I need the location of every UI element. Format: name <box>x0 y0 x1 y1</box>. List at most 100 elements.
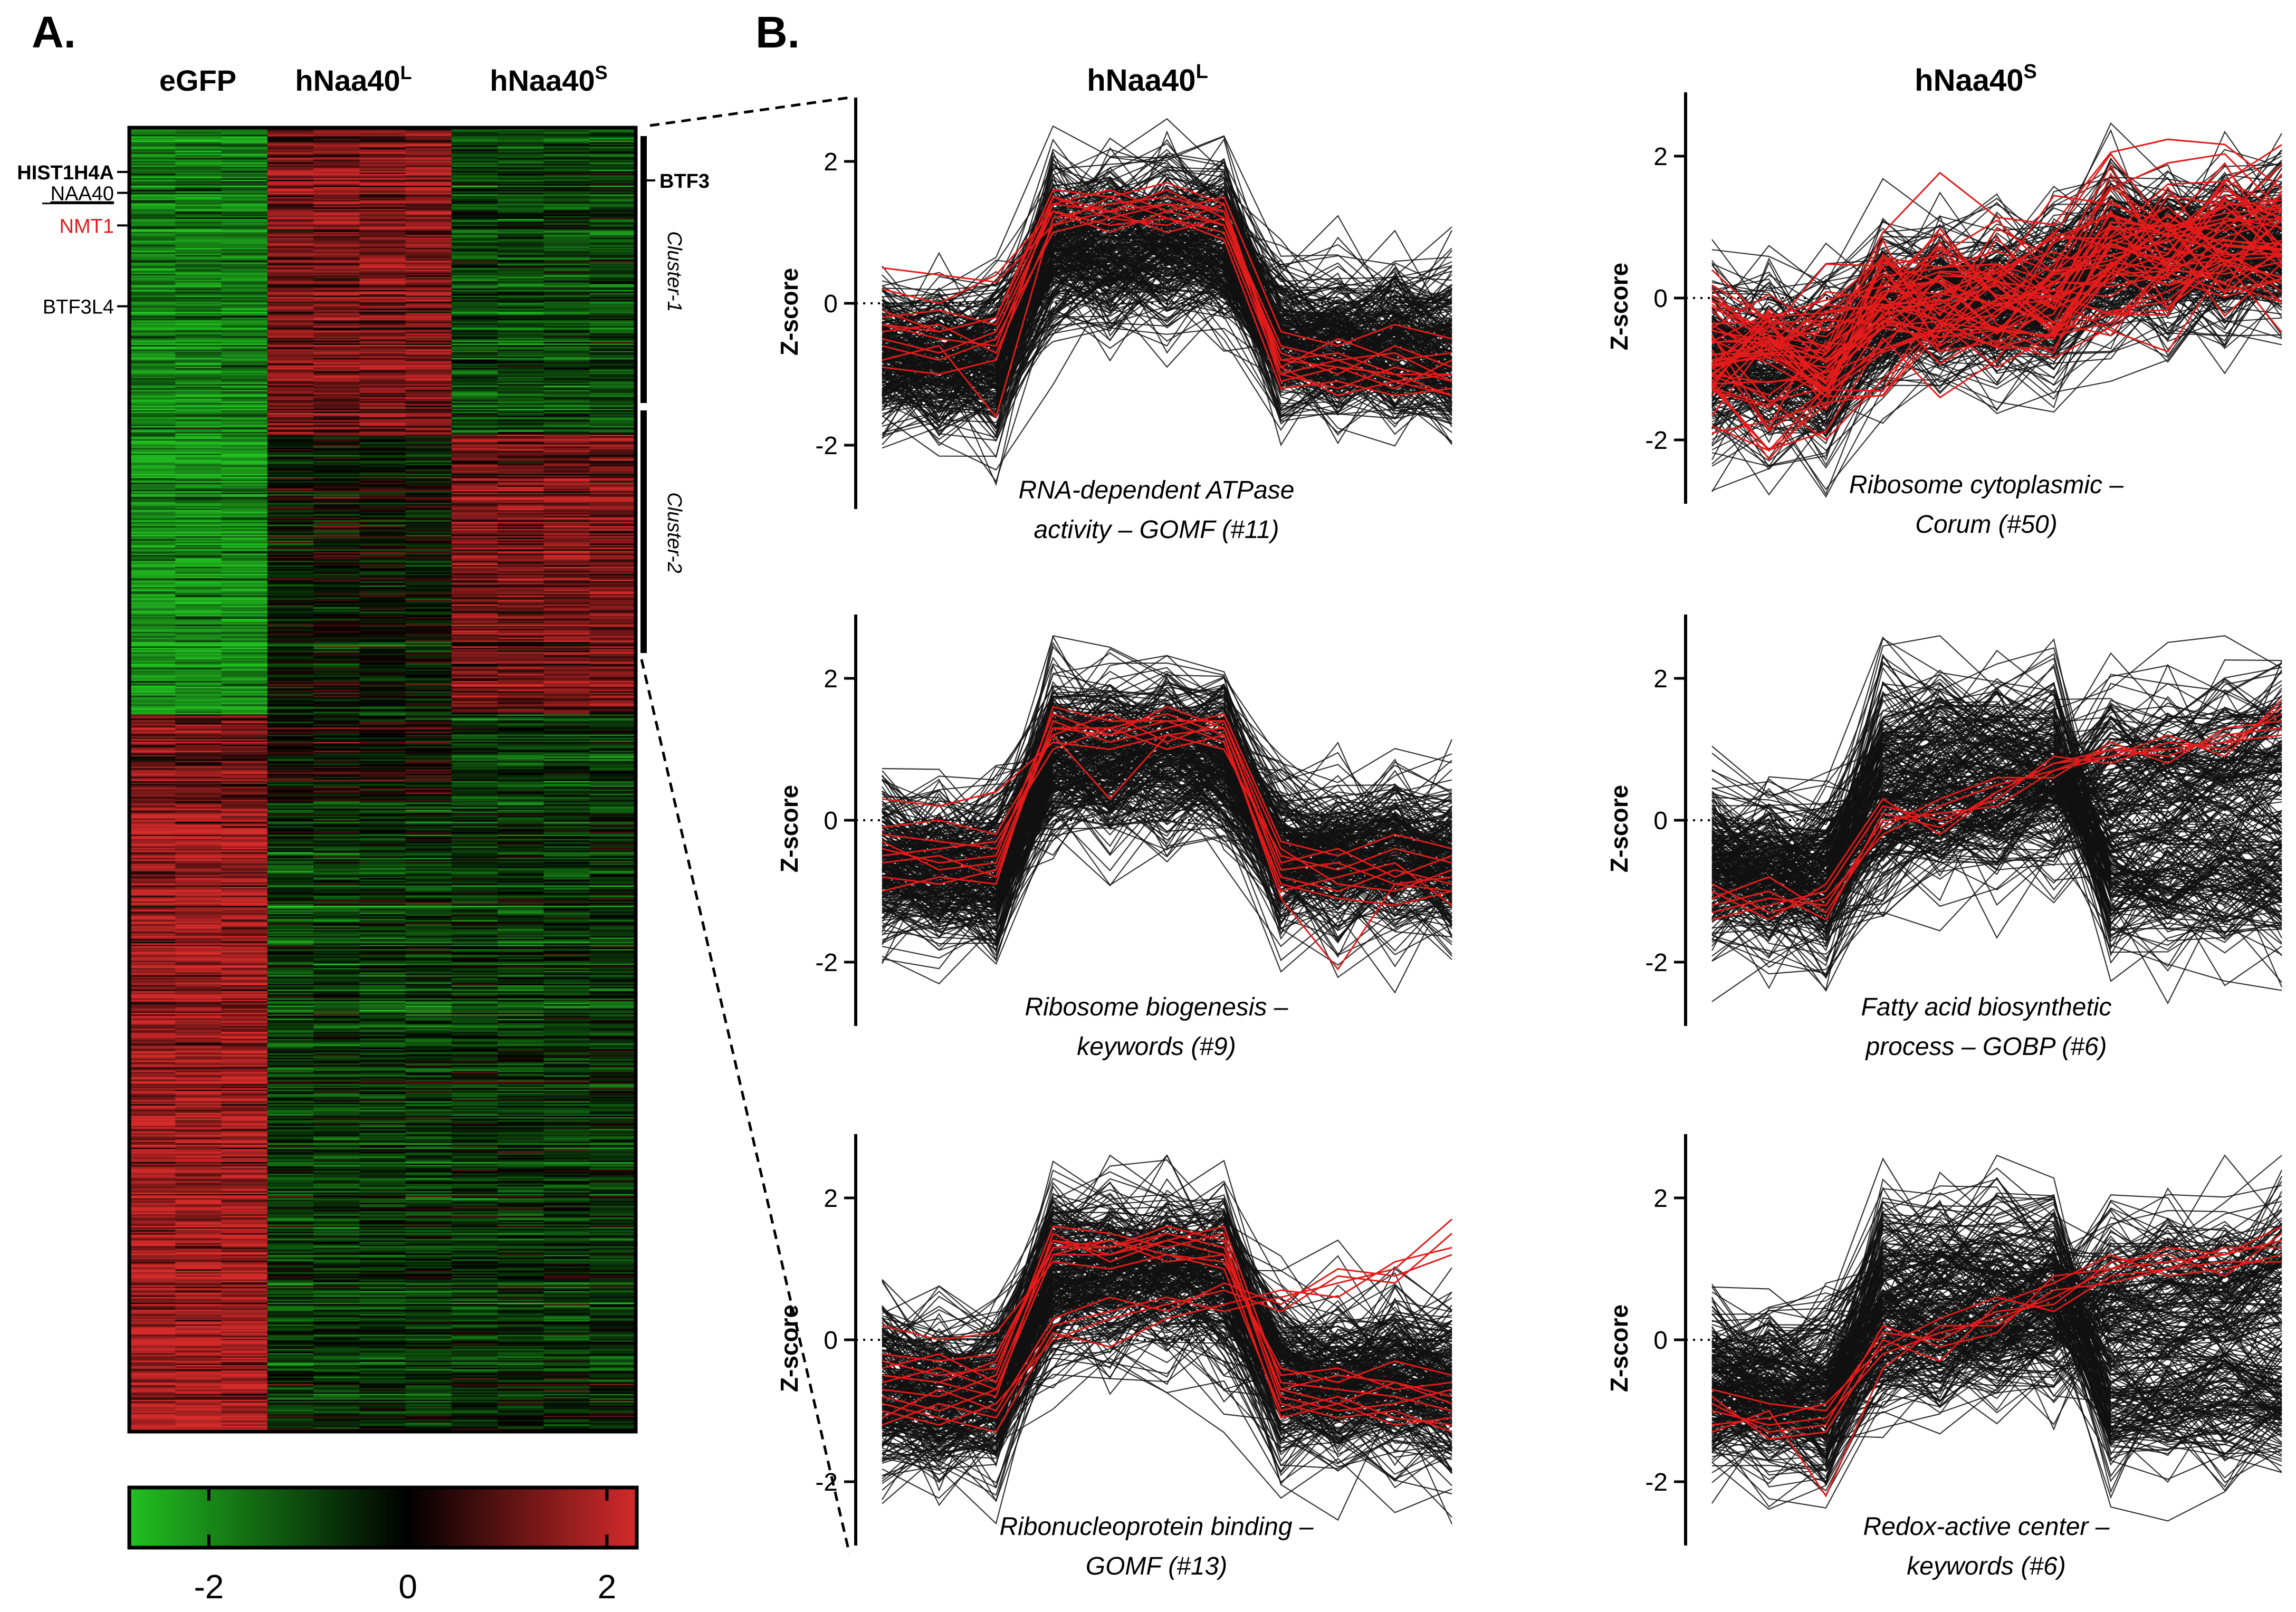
heatmap-cell <box>175 242 222 244</box>
heatmap-cell <box>498 282 544 285</box>
heatmap-cell <box>543 191 590 194</box>
heatmap-cell <box>313 435 360 437</box>
heatmap-cell <box>129 573 176 576</box>
heatmap-cell <box>221 619 268 621</box>
heatmap-cell <box>175 573 222 576</box>
heatmap-cell <box>129 469 176 472</box>
heatmap-cell <box>221 681 268 683</box>
heatmap-cell <box>267 749 314 751</box>
heatmap-cell <box>129 549 176 551</box>
heatmap-cell <box>221 226 268 228</box>
heatmap-cell <box>129 510 176 512</box>
heatmap-cell <box>543 578 590 580</box>
heatmap-cell <box>313 650 360 653</box>
heatmap-cell <box>221 648 268 650</box>
heatmap-cell <box>543 697 590 699</box>
heatmap-cell <box>267 774 314 776</box>
heatmap-cell <box>589 672 636 675</box>
heatmap-cell <box>129 755 176 757</box>
heatmap-cell <box>175 698 222 701</box>
heatmap-cell <box>405 538 452 540</box>
heatmap-cell <box>543 636 590 638</box>
heatmap-cell <box>359 472 406 475</box>
heatmap-cell <box>543 530 590 532</box>
heatmap-cell <box>129 322 176 324</box>
heatmap-cell <box>129 746 176 749</box>
heatmap-cell <box>267 278 314 280</box>
heatmap-cell <box>267 471 314 473</box>
heatmap-cell <box>267 662 314 664</box>
heatmap-cell <box>498 442 544 444</box>
heatmap-cell <box>451 280 498 282</box>
heatmap-cell <box>451 751 498 753</box>
heatmap-cell <box>451 590 498 592</box>
heatmap-cell <box>451 558 498 560</box>
heatmap-cell <box>129 152 176 155</box>
heatmap-cell <box>405 613 452 615</box>
heatmap-cell <box>498 476 544 479</box>
heatmap-cell <box>405 575 452 578</box>
heatmap-cell <box>451 701 498 704</box>
heatmap-cell <box>451 503 498 505</box>
heatmap-cell <box>175 362 222 364</box>
heatmap-cell <box>498 714 544 716</box>
heatmap-cell <box>175 672 222 675</box>
heatmap-cell <box>313 592 360 595</box>
heatmap-cell <box>221 372 268 375</box>
heatmap-cell <box>129 652 176 654</box>
heatmap-cell <box>405 689 452 692</box>
heatmap-cell <box>589 476 636 479</box>
heatmap-cell <box>267 421 314 424</box>
heatmap-cell <box>498 737 544 740</box>
heatmap-cell <box>221 765 268 767</box>
heatmap-cell <box>405 214 452 217</box>
heatmap-cell <box>267 762 314 764</box>
heatmap-cell <box>313 235 360 237</box>
heatmap-cell <box>589 762 636 764</box>
heatmap-cell <box>313 261 360 263</box>
heatmap-cell <box>359 640 406 642</box>
heatmap-cell <box>267 491 314 493</box>
heatmap-cell <box>313 587 360 589</box>
heatmap-cell <box>313 711 360 714</box>
heatmap-cell <box>589 588 636 590</box>
heatmap-cell <box>221 545 268 547</box>
heatmap-cell <box>129 562 176 564</box>
heatmap-cell <box>543 577 590 579</box>
heatmap-cell <box>221 193 268 195</box>
heatmap-cell <box>589 145 636 147</box>
heatmap-cell <box>359 175 406 177</box>
heatmap-cell <box>129 225 176 227</box>
heatmap-cell <box>313 732 360 734</box>
heatmap-cell <box>543 524 590 526</box>
heatmap-cell <box>129 546 176 549</box>
heatmap-cell <box>498 775 544 778</box>
heatmap-cell <box>589 639 636 641</box>
heatmap-cell <box>405 697 452 699</box>
heatmap-cell <box>175 711 222 714</box>
heatmap-cell <box>221 476 268 479</box>
heatmap-cell <box>543 249 590 252</box>
heatmap-cell <box>267 414 314 417</box>
heatmap-cell <box>498 546 544 549</box>
heatmap-cell <box>498 309 544 311</box>
heatmap-cell <box>221 365 268 367</box>
heatmap-cell <box>359 629 406 631</box>
heatmap-cell <box>175 448 222 450</box>
heatmap-cell <box>498 604 544 606</box>
heatmap-cell <box>313 501 360 503</box>
heatmap-cell <box>589 190 636 192</box>
heatmap-cell <box>498 459 544 462</box>
heatmap-cell <box>175 662 222 664</box>
heatmap-cell <box>129 309 176 311</box>
heatmap-cell <box>451 437 498 440</box>
heatmap-cell <box>221 322 268 324</box>
heatmap-cell <box>129 482 176 485</box>
heatmap-cell <box>543 251 590 253</box>
heatmap-cell <box>543 272 590 275</box>
heatmap-cell <box>129 149 176 151</box>
heatmap-cell <box>221 156 268 159</box>
heatmap-cell <box>175 329 222 331</box>
heatmap-cell <box>313 164 360 166</box>
heatmap-cell <box>267 187 314 189</box>
